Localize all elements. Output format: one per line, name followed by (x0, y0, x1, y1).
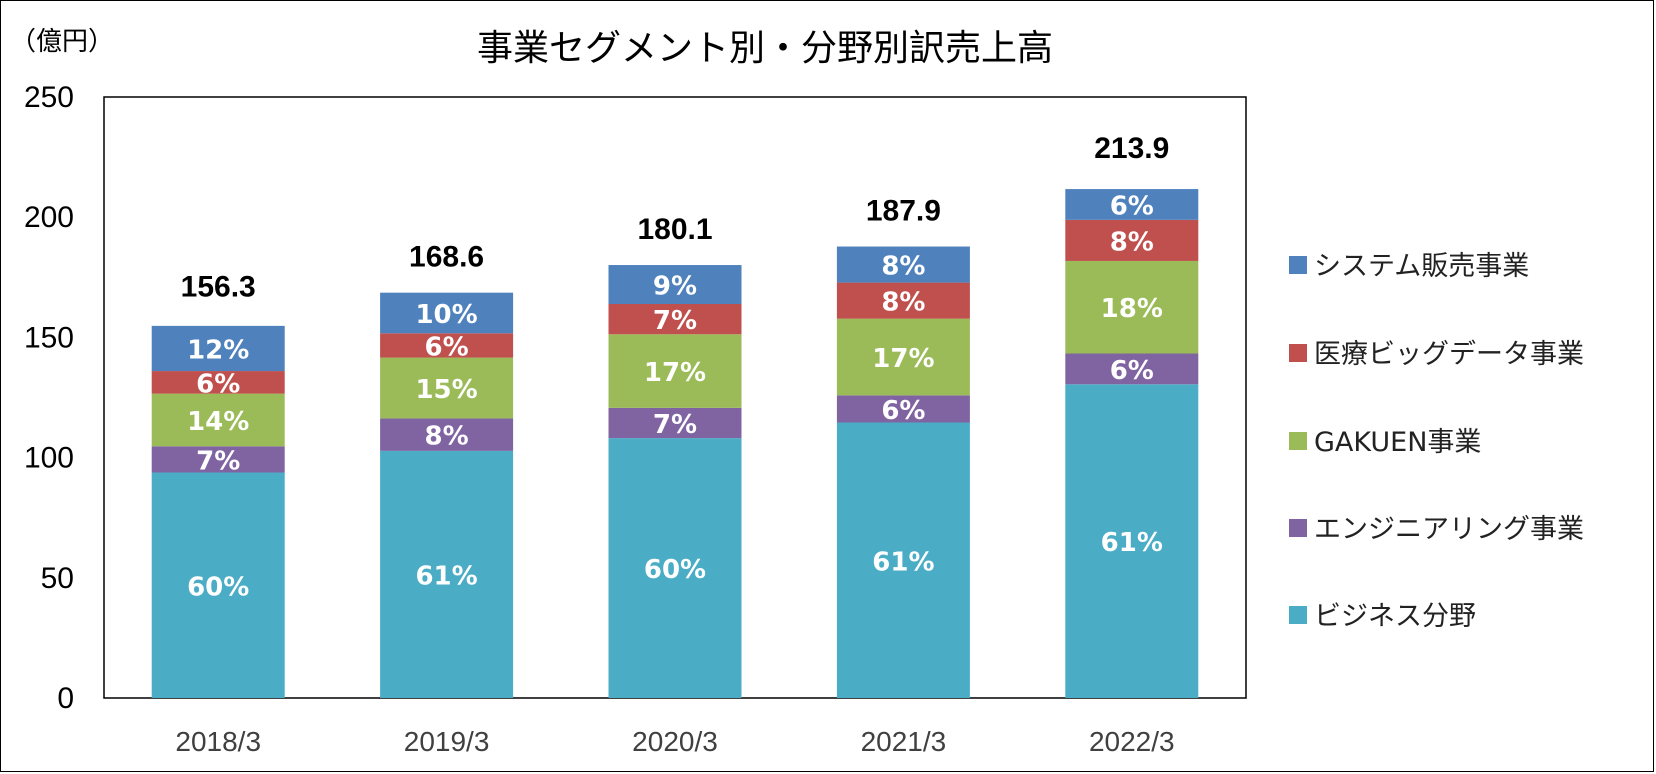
segment-percent-label: 6% (1110, 191, 1154, 221)
legend-swatch (1289, 606, 1307, 624)
total-value-label: 213.9 (1094, 132, 1169, 165)
legend-label: ビジネス分野 (1314, 601, 1476, 632)
segment-percent-label: 18% (1101, 294, 1163, 324)
bar-segment (1065, 353, 1199, 385)
bar-segment (380, 450, 514, 698)
legend-label: 医療ビッグデータ事業 (1314, 339, 1584, 370)
bar-segment (380, 292, 514, 334)
legend-label: GAKUEN事業 (1314, 427, 1481, 458)
segment-percent-label: 61% (872, 547, 934, 577)
segment-percent-label: 10% (415, 300, 477, 330)
legend-swatch (1289, 432, 1307, 450)
bar-segment (1065, 219, 1199, 261)
y-axis-ticks: 0 50 100 150 200 250 (24, 81, 74, 715)
segment-percent-label: 60% (187, 572, 249, 602)
segment-percent-label: 8% (1110, 227, 1154, 257)
legend-swatch (1289, 519, 1307, 537)
bar-segment (836, 318, 970, 396)
segment-percent-label: 6% (881, 396, 925, 426)
legend-swatch (1289, 344, 1307, 362)
segment-percent-label: 12% (187, 335, 249, 365)
segment-percent-label: 17% (644, 358, 706, 388)
segment-percent-label: 61% (415, 561, 477, 591)
bar-segment (608, 438, 742, 698)
segment-percent-label: 7% (196, 446, 240, 476)
bar-segment (608, 303, 742, 335)
total-value-label: 156.3 (181, 270, 256, 303)
legend-swatch (1289, 256, 1307, 274)
segment-percent-label: 6% (196, 369, 240, 399)
y-tick-label: 50 (41, 562, 74, 595)
bar-segment (380, 333, 514, 358)
bar-segment (151, 472, 285, 698)
bar-segment (1065, 384, 1199, 698)
x-tick-label: 2020/3 (632, 726, 718, 757)
bar-segment (608, 407, 742, 439)
segment-percent-label: 8% (881, 252, 925, 282)
bar-segment (836, 246, 970, 283)
segment-percent-label: 60% (644, 555, 706, 585)
segment-percent-label: 8% (425, 422, 469, 452)
x-tick-label: 2018/3 (175, 726, 261, 757)
bar-segment (151, 325, 285, 372)
x-axis-ticks: 2018/3 2019/3 2020/3 2021/3 2022/3 (175, 726, 1174, 757)
legend-label: システム販売事業 (1314, 251, 1529, 282)
bar-segment (380, 418, 514, 451)
bar-segment (836, 282, 970, 319)
bar-segment (1065, 260, 1199, 354)
y-tick-label: 100 (24, 442, 74, 475)
bar-segment (836, 422, 970, 698)
segment-percent-label: 6% (1110, 356, 1154, 386)
segment-percent-label: 61% (1101, 528, 1163, 558)
y-tick-label: 150 (24, 321, 74, 354)
y-tick-label: 250 (24, 81, 74, 114)
bar-segment (836, 395, 970, 423)
y-tick-label: 200 (24, 201, 74, 234)
y-tick-label: 0 (57, 682, 74, 715)
total-value-label: 168.6 (409, 241, 484, 274)
segment-percent-label: 8% (881, 288, 925, 318)
total-value-label: 180.1 (637, 213, 712, 246)
bar-segment (380, 357, 514, 419)
total-value-label: 187.9 (866, 194, 941, 227)
legend-label: エンジニアリング事業 (1314, 514, 1584, 545)
bar-segment (1065, 189, 1199, 220)
x-tick-label: 2019/3 (404, 726, 490, 757)
bar-segment (151, 371, 285, 394)
bar-segment (151, 446, 285, 473)
segment-percent-label: 7% (653, 306, 697, 336)
x-tick-label: 2022/3 (1089, 726, 1175, 757)
bar-segment (608, 265, 742, 304)
bar-segment (151, 393, 285, 447)
segment-percent-label: 9% (653, 272, 697, 302)
segment-percent-label: 17% (872, 344, 934, 374)
segment-percent-label: 6% (425, 332, 469, 362)
chart-title: 事業セグメント別・分野別訳売上高 (477, 28, 1053, 69)
segment-percent-label: 15% (415, 375, 477, 405)
bars-group: 60%7%14%6%12%156.361%8%15%6%10%168.660%7… (151, 132, 1199, 698)
y-unit-label: （億円） (10, 27, 114, 57)
segment-percent-label: 7% (653, 410, 697, 440)
segment-percent-label: 14% (187, 407, 249, 437)
bar-segment (608, 334, 742, 408)
x-tick-label: 2021/3 (861, 726, 947, 757)
